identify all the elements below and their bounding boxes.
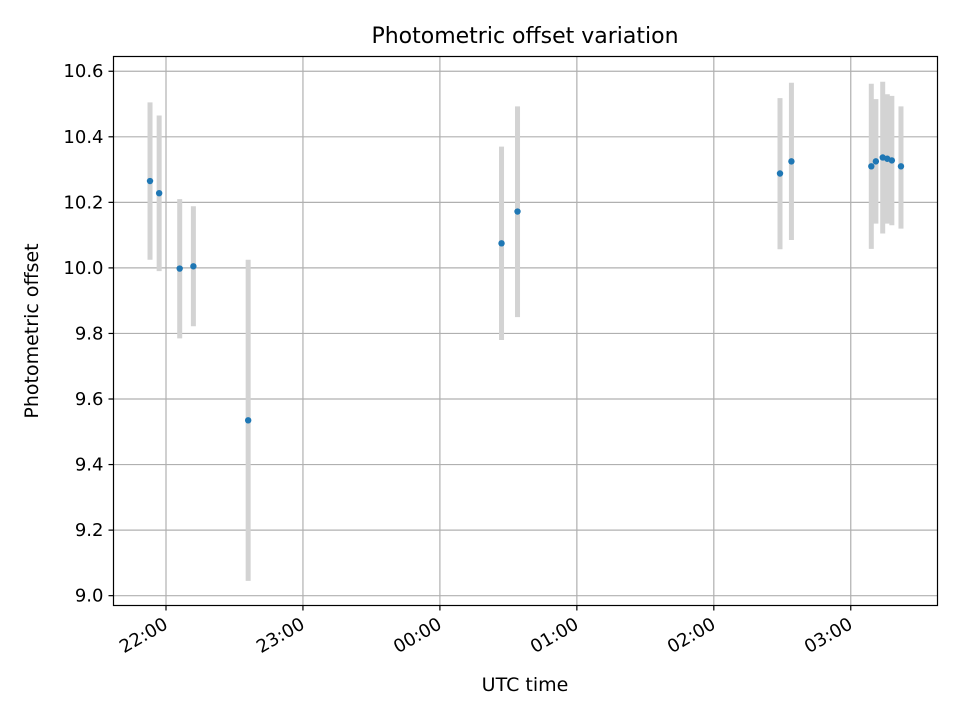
y-tick-label: 10.0 [63,258,103,279]
point-layer [146,154,905,424]
y-tick-label: 9.8 [75,323,104,344]
data-point [872,158,880,165]
data-point [788,158,795,165]
x-tick-label: 02:00 [664,614,719,658]
data-point [190,263,197,270]
y-tick-label: 10.4 [63,127,103,148]
x-tick-label: 03:00 [801,614,856,658]
y-tick-label: 10.2 [63,192,103,213]
data-point [155,189,163,197]
errorbar-layer [147,81,904,581]
data-point [868,163,875,170]
chart-title: Photometric offset variation [371,24,678,49]
x-tick-label: 22:00 [116,614,171,658]
data-point [498,240,505,247]
tick-layer: 9.0 9.2 9.4 9.6 9.8 10.0 10.2 10.4 10.6 22:00 23:0… [63,61,856,658]
data-point [776,170,784,177]
data-point [888,157,896,164]
x-tick-label: 01:00 [527,614,582,658]
data-point [176,265,183,272]
data-point [244,417,252,424]
y-tick-label: 9.4 [75,455,104,476]
y-tick-label: 9.2 [75,520,104,541]
data-point [897,163,905,170]
y-tick-label: 9.6 [75,389,104,410]
y-axis-label: Photometric offset [21,243,43,418]
y-tick-label: 9.0 [75,586,104,607]
y-tick-label: 10.6 [63,61,103,82]
x-tick-label: 00:00 [390,614,445,658]
grid-layer [113,56,938,606]
plot-frame [112,55,939,607]
data-point [146,177,154,185]
data-point [514,208,521,215]
x-tick-label: 23:00 [253,614,308,658]
x-axis-label: UTC time [482,674,569,696]
